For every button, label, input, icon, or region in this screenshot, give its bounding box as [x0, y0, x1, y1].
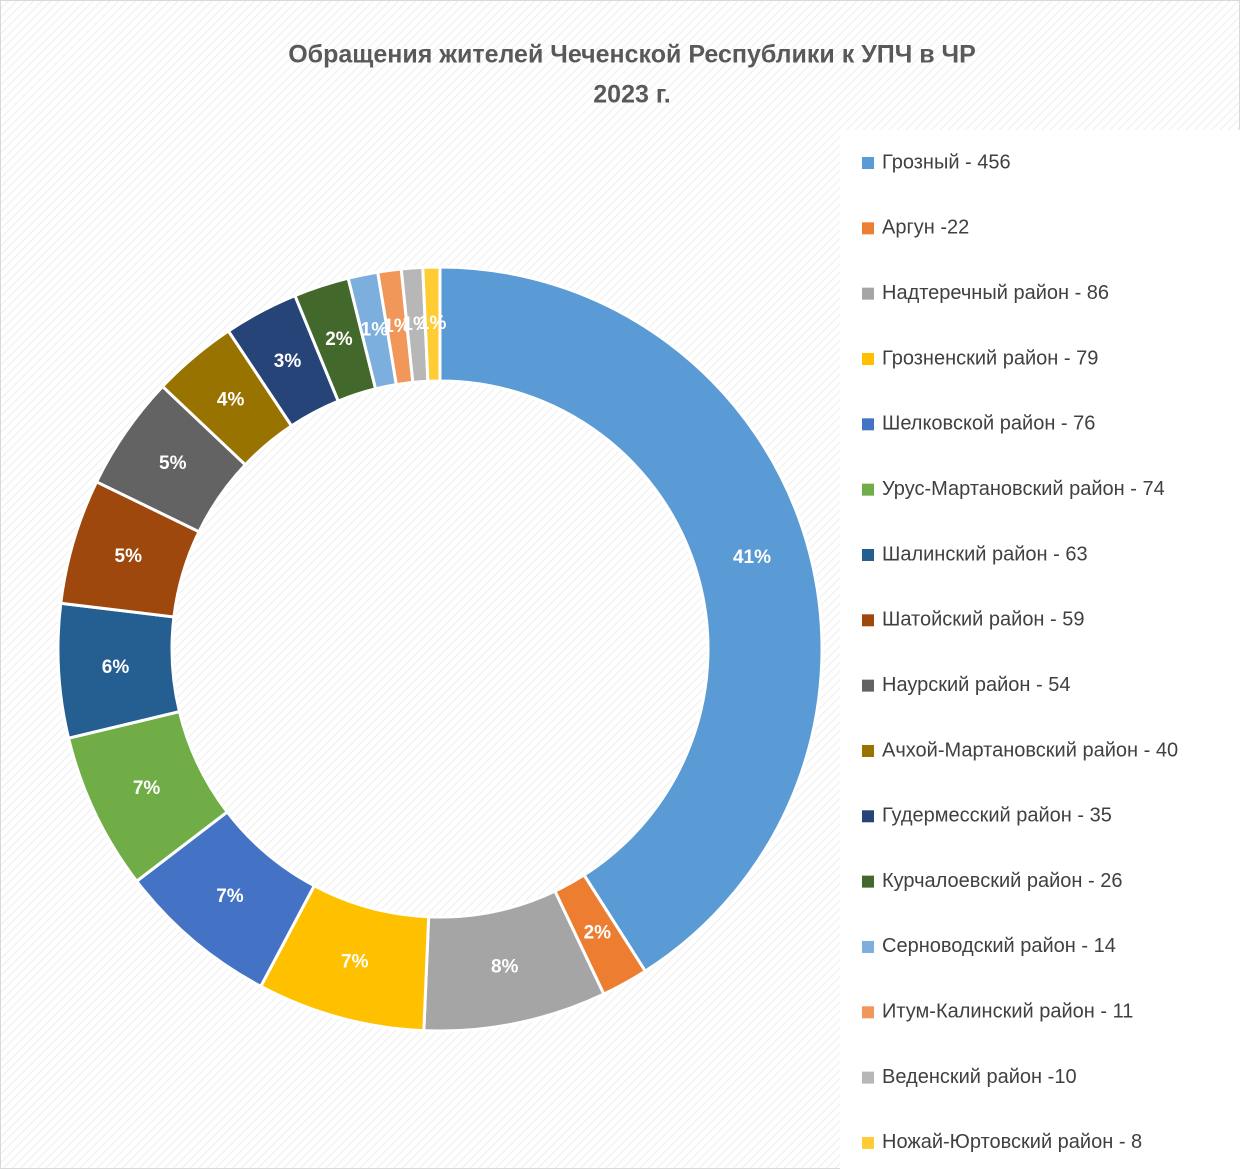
data-label: 41% — [733, 547, 771, 568]
legend-label: Серноводский район - 14 — [882, 935, 1116, 957]
data-label: 7% — [216, 886, 244, 907]
legend-swatch — [862, 679, 874, 692]
legend-label: Шалинский район - 63 — [882, 543, 1088, 565]
legend-swatch — [862, 157, 874, 169]
legend-label: Веденский район -10 — [882, 1066, 1077, 1088]
data-label: 1% — [383, 316, 411, 337]
donut-slice — [438, 265, 824, 974]
legend-swatch — [862, 810, 874, 823]
legend-swatch — [862, 418, 874, 431]
legend-swatch — [862, 1006, 874, 1019]
legend-label: Шатойский район - 59 — [882, 609, 1085, 631]
data-label: 7% — [341, 952, 369, 973]
legend-swatch — [862, 744, 874, 757]
legend-swatch — [862, 1136, 874, 1149]
legend-swatch — [862, 483, 874, 496]
donut-slice — [421, 265, 442, 383]
data-label: 2% — [584, 922, 612, 943]
data-label: 5% — [115, 546, 143, 567]
data-label: 4% — [217, 389, 245, 410]
legend-swatch — [862, 548, 874, 561]
data-label: 5% — [159, 453, 187, 474]
legend-swatch — [862, 287, 874, 300]
data-label: 1% — [419, 313, 447, 334]
data-label: 7% — [133, 778, 161, 799]
data-label: 3% — [274, 351, 302, 372]
chart-title: Обращения жителей Чеченской Республики к… — [288, 41, 976, 69]
data-label: 1% — [402, 314, 430, 335]
data-label: 2% — [325, 329, 353, 350]
data-label: 8% — [491, 957, 519, 978]
legend-swatch — [862, 875, 874, 888]
legend-label: Наурский район - 54 — [882, 674, 1071, 696]
legend-label: Надтеречный район - 86 — [882, 282, 1109, 304]
legend-label: Ачхой-Мартановский район - 40 — [882, 739, 1178, 761]
legend-swatch — [862, 614, 874, 627]
legend-label: Грозный - 456 — [882, 151, 1011, 173]
chart-subtitle: 2023 г. — [593, 81, 670, 109]
legend-label: Аргун -22 — [882, 217, 969, 239]
legend-label: Курчалоевский район - 26 — [882, 870, 1122, 892]
legend-label: Итум-Калинский район - 11 — [882, 1001, 1133, 1023]
legend-label: Урус-Мартановский район - 74 — [882, 478, 1165, 500]
legend-label: Грозненский район - 79 — [882, 347, 1098, 369]
legend-label: Ножай-Юртовский район - 8 — [882, 1131, 1142, 1153]
legend-swatch — [862, 940, 874, 953]
data-label: 6% — [102, 657, 130, 678]
legend-swatch — [862, 352, 874, 365]
legend-label: Шелковской район - 76 — [882, 413, 1095, 435]
legend-swatch — [862, 222, 874, 235]
data-label: 1% — [361, 320, 389, 341]
legend-label: Гудермесский район - 35 — [882, 805, 1112, 827]
legend-box — [840, 130, 1240, 1169]
legend-swatch — [862, 1071, 874, 1084]
